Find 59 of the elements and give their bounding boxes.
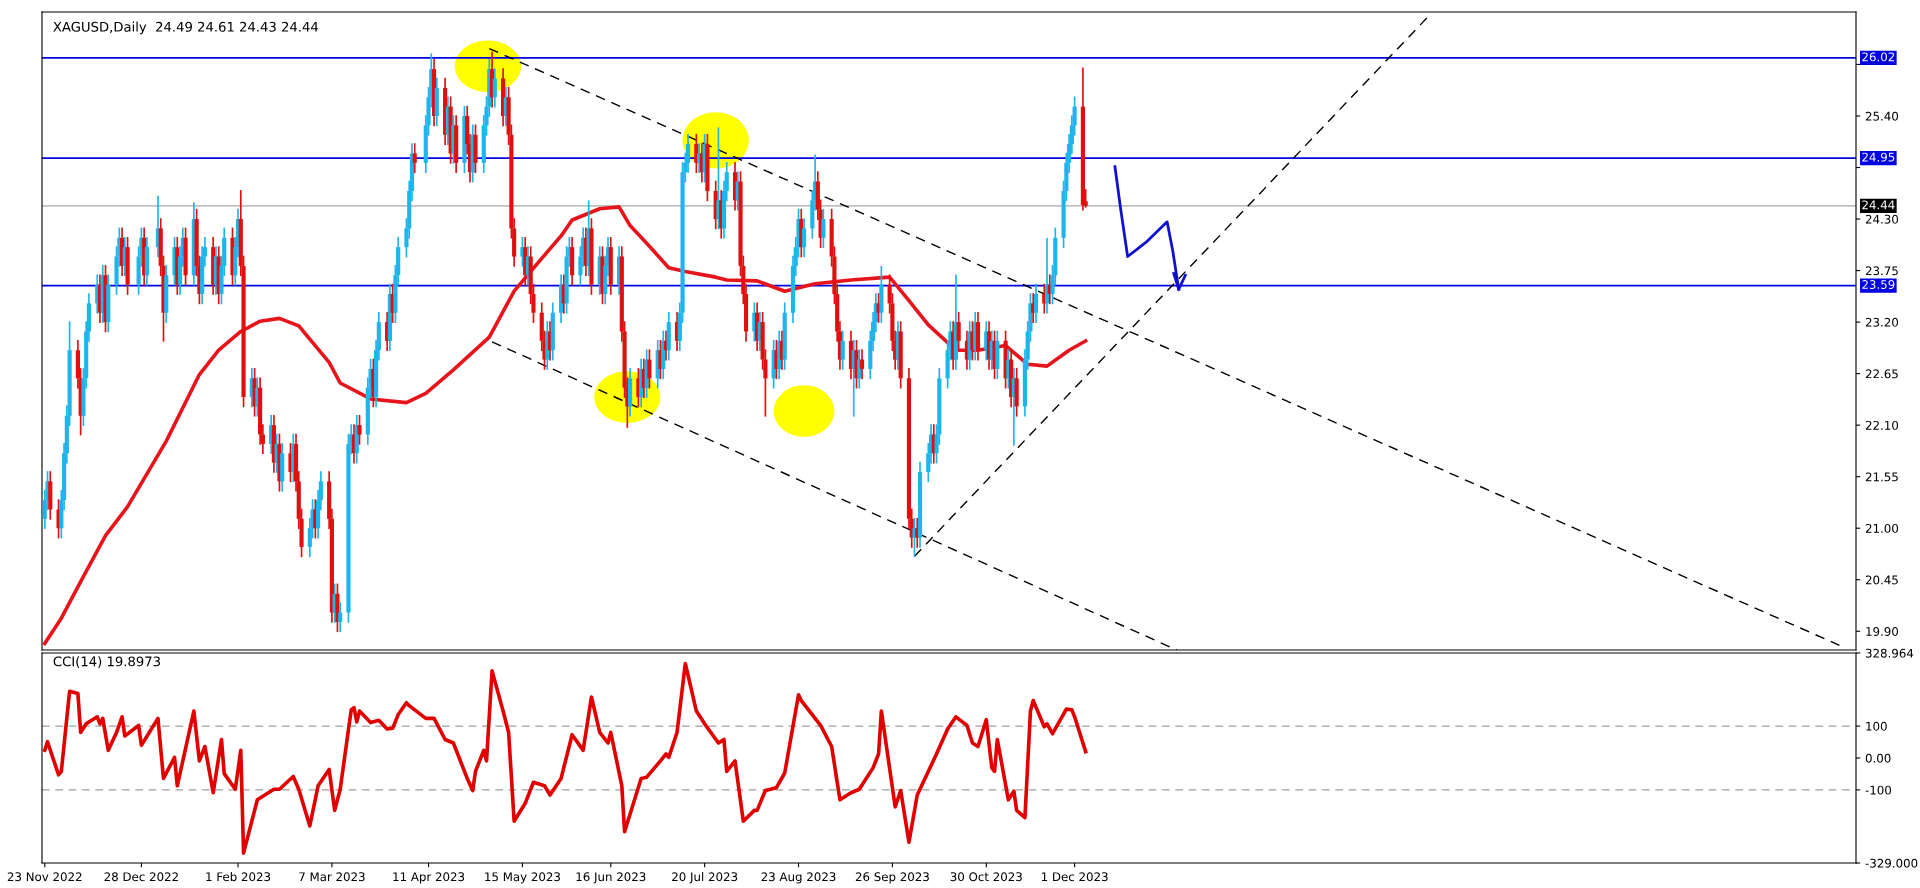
candlestick: [164, 265, 169, 323]
y-tick-label: 328.964: [1865, 648, 1914, 658]
x-tick-label: 11 Apr 2023: [393, 872, 465, 884]
y-tick-label: 22.10: [1865, 420, 1899, 430]
candlestick: [628, 368, 633, 417]
line-series: [42, 205, 1088, 646]
candlestick: [338, 602, 343, 633]
candlestick: [705, 133, 710, 202]
candlestick: [975, 311, 981, 361]
x-tick-label: 23 Nov 2022: [7, 872, 82, 882]
y-tick-label: 23.75: [1865, 266, 1898, 276]
y-tick-label: 19.90: [1866, 626, 1899, 636]
candlestick: [1014, 368, 1019, 417]
candlestick: [357, 414, 362, 445]
x-tick-label: 16 Jun 2023: [576, 872, 646, 884]
candlestick: [473, 124, 478, 174]
candlestick: [956, 311, 961, 352]
y-tick-label: 20.45: [1865, 575, 1898, 585]
candlestick: [986, 321, 992, 370]
candlestick: [492, 68, 497, 108]
y-tick-label: 22.65: [1865, 369, 1898, 379]
x-tick-label: 7 Mar 2023: [299, 872, 365, 882]
x-tick-label: 23 Aug 2023: [761, 872, 836, 884]
candlestick: [589, 218, 594, 295]
y-tick-label: 24.30: [1865, 214, 1899, 224]
ref-line-label: 24.95: [1862, 152, 1895, 162]
x-tick-label: 1 Dec 2023: [1041, 872, 1108, 882]
candlestick: [412, 143, 417, 174]
candlestick: [280, 443, 285, 492]
y-tick-label: 0.00: [1865, 753, 1891, 763]
x-tick-label: 20 Jul 2023: [672, 872, 738, 884]
candlestick: [106, 274, 111, 333]
candlestick: [953, 274, 958, 370]
x-tick-label: 15 May 2023: [485, 872, 560, 884]
candlestick: [434, 77, 439, 127]
x-tick-label: 26 Sep 2023: [855, 872, 929, 884]
chart-title: CCI(14) 19.8973: [53, 656, 160, 668]
y-tick-label: -329.000: [1865, 858, 1918, 868]
y-tick-label: 21.55: [1865, 472, 1898, 482]
ref-line-label: 23.59: [1862, 280, 1895, 289]
y-tick-label: 25.40: [1865, 111, 1899, 121]
ref-line-label: 26.02: [1862, 52, 1895, 62]
candlestick: [898, 321, 903, 389]
y-tick-label: -100: [1865, 785, 1892, 795]
x-tick-label: 30 Oct 2023: [950, 872, 1022, 882]
y-tick-label: 100: [1866, 721, 1887, 731]
candlestick: [647, 349, 652, 389]
ref-line-label: 24.44: [1862, 200, 1895, 210]
candlestick: [995, 330, 1000, 380]
candlestick: [840, 330, 845, 370]
candlestick: [821, 208, 826, 248]
candlestick: [354, 414, 359, 464]
y-tick-label: 21.00: [1865, 523, 1899, 533]
text: XAGUSD,Daily 24.49 24.61 24.43 24.44: [53, 21, 319, 35]
x-tick-label: 28 Dec 2022: [104, 872, 178, 882]
candlestick: [155, 195, 161, 258]
candlestick: [1080, 67, 1085, 211]
y-tick-label: 23.20: [1865, 317, 1899, 327]
x-tick-label: 1 Feb 2023: [206, 872, 271, 882]
